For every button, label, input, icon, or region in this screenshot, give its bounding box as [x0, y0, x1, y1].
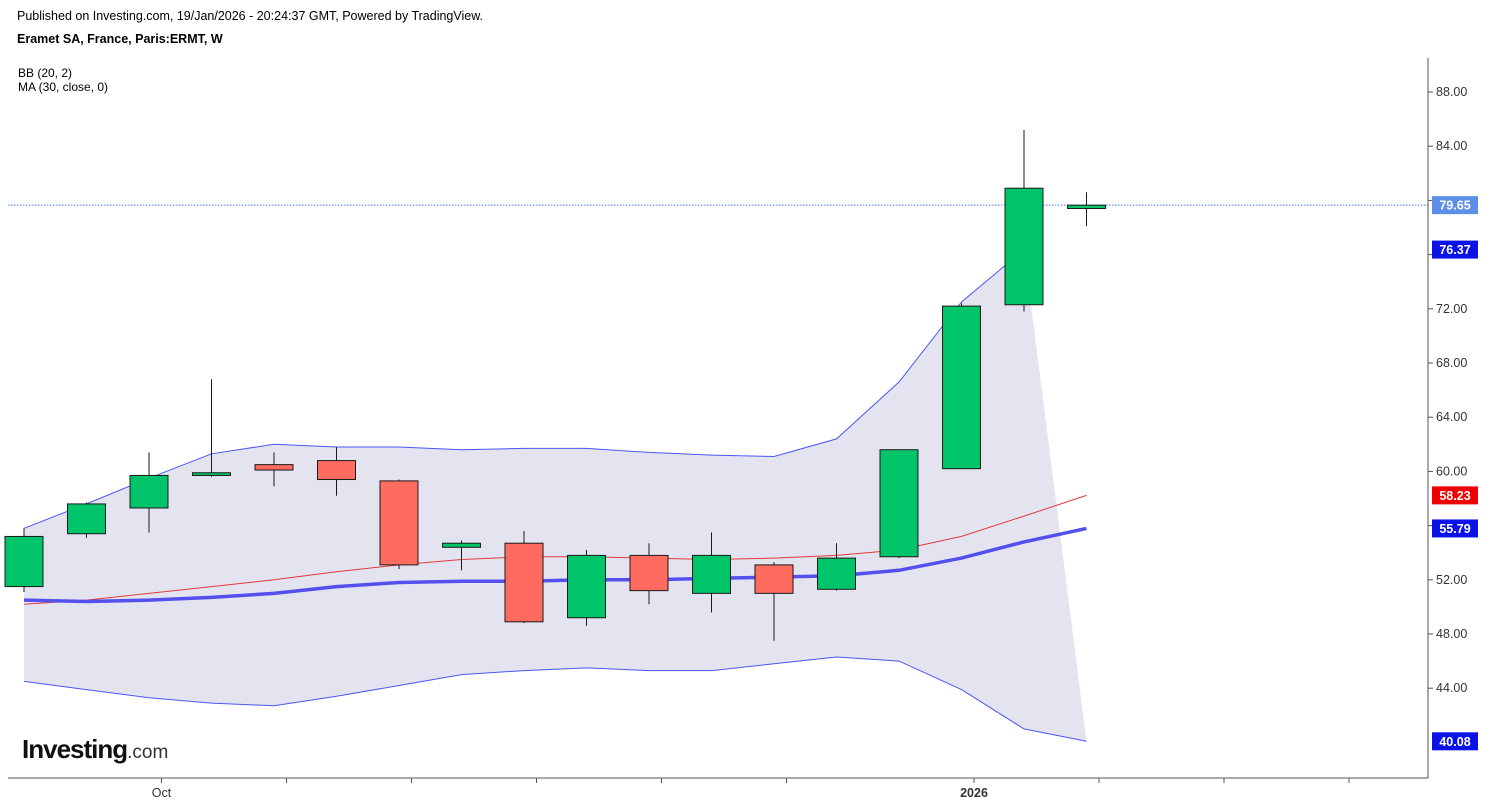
candle — [1067, 192, 1106, 227]
candle-body — [567, 554, 606, 619]
candle — [379, 479, 419, 569]
candle — [4, 528, 44, 592]
legend-bb[interactable]: BB (20, 2) — [18, 66, 73, 80]
candle-body — [879, 449, 919, 558]
candle-body — [129, 474, 169, 509]
candle — [129, 452, 169, 533]
x-tick-label: 2026 — [960, 786, 988, 800]
price-tag-box — [1432, 732, 1478, 751]
y-tick-label: 84.00 — [1436, 139, 1467, 153]
candle — [317, 447, 356, 496]
bb-fill — [24, 249, 1087, 742]
price-tag-label: 76.37 — [1439, 243, 1470, 257]
ma-30-line — [23, 526, 1087, 604]
candle-body — [442, 542, 481, 548]
candle-body — [192, 472, 231, 476]
price-tag: 40.08 — [1432, 732, 1478, 751]
y-tick-label: 68.00 — [1436, 356, 1467, 370]
candle-body — [692, 554, 731, 594]
price-tag: 55.79 — [1432, 519, 1478, 538]
price-tag: 58.23 — [1432, 486, 1478, 505]
candle — [942, 303, 981, 470]
plot-area — [4, 129, 1428, 742]
price-tag-box — [1432, 196, 1478, 215]
y-tick-label: 72.00 — [1436, 302, 1467, 316]
candle-body — [254, 464, 294, 471]
x-tick-label: Oct — [152, 786, 172, 800]
y-tick-label: 60.00 — [1436, 464, 1467, 478]
candle — [67, 502, 106, 538]
candle-body — [1067, 204, 1106, 210]
y-tick-label: 44.00 — [1436, 681, 1467, 695]
candle-body — [817, 557, 856, 590]
candle-body — [1004, 187, 1044, 306]
logo-main: Investing — [22, 734, 128, 764]
candle — [504, 531, 544, 624]
price-tag-label: 58.23 — [1439, 489, 1470, 503]
price-tag-label: 79.65 — [1439, 199, 1470, 213]
candle-body — [317, 460, 356, 481]
candle — [754, 562, 794, 641]
price-tags: 79.65 76.37 58.23 55.79 40.08 — [1432, 196, 1478, 751]
axes: 44.00 48.00 52.00 60.00 64.00 68.00 72.00 84.00… — [8, 58, 1467, 800]
y-tick-label: 88.00 — [1436, 85, 1467, 99]
candle-body — [4, 535, 44, 588]
candle — [192, 379, 231, 477]
candle-body — [629, 554, 669, 592]
candle — [817, 543, 856, 591]
investing-logo: Investing.com — [22, 734, 168, 765]
legend-ma[interactable]: MA (30, close, 0) — [18, 80, 109, 94]
price-tag: 79.65 — [1432, 196, 1478, 215]
candle-body — [754, 564, 794, 594]
price-tag-box — [1432, 486, 1478, 505]
candle — [1004, 129, 1044, 312]
published-note: Published on Investing.com, 19/Jan/2026 … — [17, 9, 484, 23]
candle — [442, 540, 481, 571]
chart-header: Published on Investing.com, 19/Jan/2026 … — [17, 9, 483, 46]
price-tag-box — [1432, 519, 1478, 538]
bb-upper-line — [23, 249, 1025, 529]
candle — [567, 549, 606, 626]
price-tag-box — [1432, 240, 1478, 259]
candle — [692, 532, 731, 613]
price-tag: 76.37 — [1432, 240, 1478, 259]
y-tick-label: 64.00 — [1436, 410, 1467, 424]
candle-body — [379, 480, 419, 566]
candle — [879, 449, 919, 559]
candle — [629, 543, 669, 605]
price-tag-label: 40.08 — [1439, 735, 1470, 749]
candle-body — [942, 305, 981, 470]
y-tick-label: 48.00 — [1436, 627, 1467, 641]
y-tick-label: 52.00 — [1436, 573, 1467, 587]
indicator-legend: BB (20, 2) MA (30, close, 0) — [18, 66, 108, 94]
candle — [254, 452, 294, 487]
bb-lower-line — [23, 656, 1087, 742]
price-tag-label: 55.79 — [1439, 522, 1470, 536]
logo-suffix: .com — [127, 742, 169, 763]
candle-body — [67, 503, 106, 535]
candle-body — [504, 542, 544, 623]
symbol-title: Eramet SA, France, Paris:ERMT, W — [17, 32, 223, 46]
